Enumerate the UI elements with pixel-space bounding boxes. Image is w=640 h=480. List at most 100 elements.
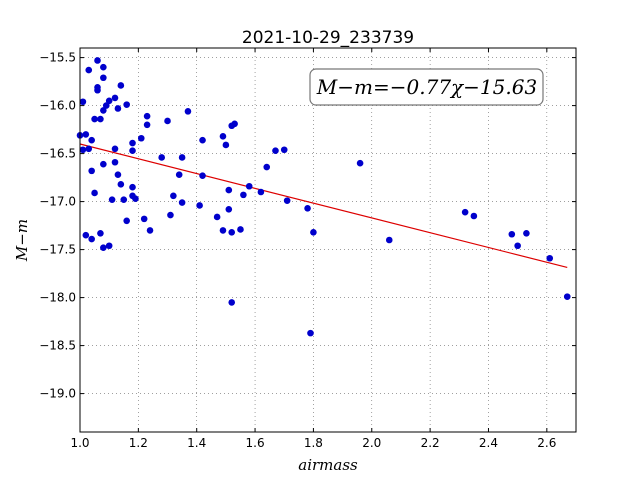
y-tick-label: −18.0 [39, 291, 76, 305]
data-point [82, 131, 90, 138]
data-point [88, 167, 95, 175]
grid [79, 48, 576, 432]
data-point [283, 197, 291, 204]
x-axis-label: airmass [298, 456, 358, 474]
chart-title: 2021-10-29_233739 [242, 28, 414, 48]
data-point [82, 231, 90, 239]
x-tick-label: 2.0 [362, 436, 381, 450]
data-point [123, 101, 130, 108]
data-point [100, 74, 107, 82]
data-point [100, 160, 107, 168]
data-point [178, 154, 186, 161]
data-point [385, 236, 393, 244]
data-point [117, 82, 125, 89]
data-point [88, 136, 95, 144]
plot-frame [79, 47, 577, 433]
data-point [222, 141, 230, 149]
x-tick-label: 1.2 [129, 436, 148, 450]
data-point [97, 115, 104, 123]
data-point [245, 182, 253, 190]
data-point [304, 205, 311, 212]
y-tick-label: −19.0 [39, 387, 76, 401]
data-point [199, 172, 206, 179]
data-point [120, 196, 128, 203]
data-point [85, 145, 93, 153]
data-point [105, 97, 113, 105]
data-point [114, 105, 122, 112]
y-tick-label: −18.5 [39, 339, 76, 353]
data-point [129, 139, 136, 147]
y-tick-label: −16.5 [39, 147, 76, 161]
data-point [94, 57, 101, 64]
data-point [111, 145, 119, 153]
x-tick-label: 1.4 [187, 436, 206, 450]
x-tick-label: 1.6 [246, 436, 265, 450]
data-point [470, 212, 478, 220]
data-point [97, 229, 104, 237]
fit-line [79, 143, 568, 269]
data-point [263, 163, 271, 171]
data-point [240, 191, 247, 199]
data-point [546, 254, 554, 262]
data-point [167, 211, 174, 219]
data-point [111, 94, 119, 102]
data-point [514, 242, 521, 250]
data-point [175, 171, 183, 179]
x-tick-label: 2.4 [479, 436, 498, 450]
data-point [129, 147, 136, 155]
data-point [170, 192, 177, 200]
data-point [91, 189, 98, 197]
data-point [280, 146, 288, 154]
data-point [307, 329, 314, 337]
data-point [219, 133, 227, 140]
data-point [91, 115, 98, 123]
data-point [100, 107, 107, 114]
data-point [114, 171, 122, 179]
data-point [132, 195, 139, 203]
data-point [102, 102, 110, 109]
data-point [563, 293, 571, 300]
data-point [146, 227, 154, 234]
equation-box [309, 68, 544, 106]
data-point [79, 146, 87, 154]
data-point [164, 117, 171, 125]
data-point [137, 134, 145, 142]
data-point [228, 299, 236, 306]
data-point [231, 120, 238, 128]
data-point [143, 112, 151, 120]
data-point [178, 199, 186, 206]
y-axis-label: M−m [13, 219, 31, 262]
data-point [228, 229, 236, 236]
data-point [129, 183, 136, 191]
data-point [272, 147, 279, 155]
data-point [257, 188, 265, 196]
data-point [94, 86, 101, 94]
data-point [225, 186, 233, 194]
data-point [108, 196, 116, 203]
data-point [213, 213, 221, 221]
x-tick-label: 2.6 [537, 436, 556, 450]
data-point [461, 208, 469, 216]
data-point [117, 181, 125, 188]
plot-area [76, 57, 571, 337]
data-point [85, 66, 93, 74]
data-point [140, 215, 148, 223]
data-point [123, 217, 130, 225]
data-point [508, 230, 516, 238]
data-point [310, 229, 317, 236]
data-point [105, 242, 113, 250]
data-point [237, 226, 244, 233]
data-point [158, 154, 165, 161]
ticks: 1.0 1.2 1.4 1.6 1.8 2.0 2.2 2.4 2.6 −15.5 −16.0 −16… [39, 48, 576, 450]
data-point [523, 229, 530, 237]
data-point [88, 235, 95, 243]
x-tick-label: 1.0 [70, 436, 89, 450]
y-tick-label: −16.0 [39, 99, 76, 113]
data-point [100, 244, 107, 251]
data-point [100, 63, 107, 71]
data-point [219, 227, 227, 234]
data-point [111, 158, 119, 166]
data-point [79, 98, 87, 106]
data-point [196, 202, 203, 209]
x-tick-label: 2.2 [421, 436, 440, 450]
